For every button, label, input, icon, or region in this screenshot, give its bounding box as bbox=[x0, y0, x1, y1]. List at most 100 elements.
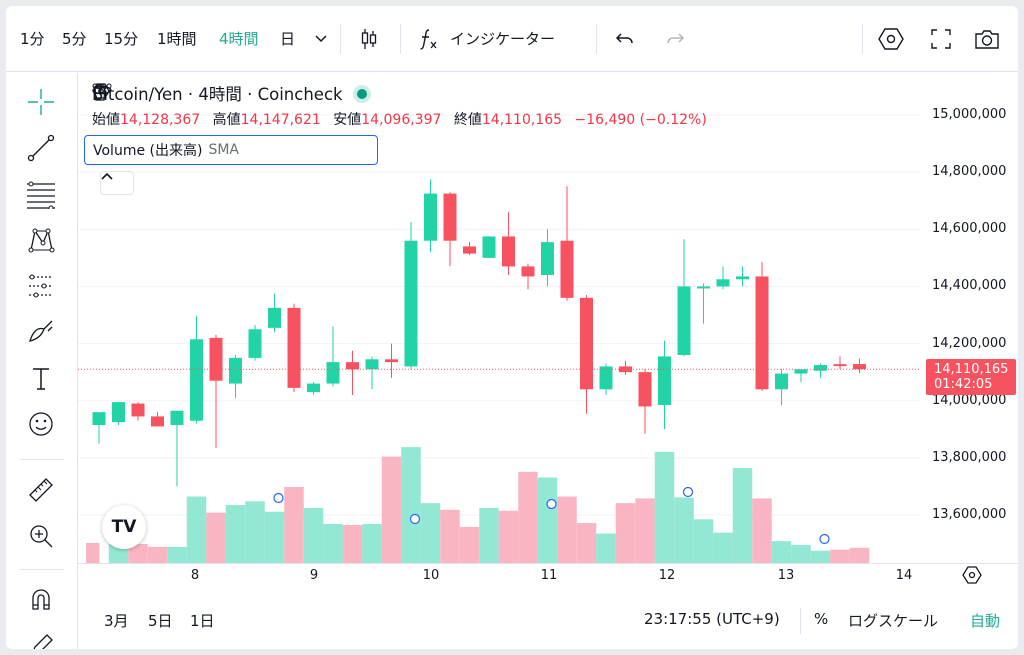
volume-ma-label: SMA bbox=[208, 142, 239, 158]
candle-body bbox=[658, 356, 671, 405]
percent-scale-button[interactable]: % bbox=[814, 610, 829, 628]
volume-bar bbox=[693, 519, 714, 563]
time-zone-clock[interactable]: 23:17:55 (UTC+9) bbox=[644, 610, 780, 628]
chart-legend: Bitcoin/Yen · 4時間 · Coincheck 始値14,128,3… bbox=[84, 83, 715, 165]
candle-body bbox=[229, 357, 242, 384]
volume-bar bbox=[791, 544, 811, 563]
candle-body bbox=[151, 416, 164, 427]
symbol-title[interactable]: Bitcoin/Yen · 4時間 · Coincheck bbox=[92, 83, 715, 107]
log-scale-button[interactable]: ログスケール bbox=[848, 612, 939, 630]
price-tick-label: 14,600,000 bbox=[932, 221, 1007, 237]
magnet-icon[interactable] bbox=[24, 583, 58, 617]
time-tick-label: 11 bbox=[540, 568, 558, 583]
pattern-icon[interactable] bbox=[24, 223, 58, 257]
high-value: 14,147,621 bbox=[240, 112, 321, 128]
candle-body bbox=[833, 364, 847, 367]
settings-hexagon-icon[interactable] bbox=[876, 24, 906, 54]
interval-4h[interactable]: 4時間 bbox=[219, 30, 259, 48]
camera-icon[interactable] bbox=[972, 24, 1002, 54]
text-icon[interactable] bbox=[24, 361, 58, 395]
volume-bar bbox=[342, 525, 363, 563]
candle-body bbox=[463, 246, 476, 254]
volume-bar bbox=[518, 471, 538, 563]
price-tick-label: 14,400,000 bbox=[932, 278, 1007, 294]
time-tick-label: 9 bbox=[309, 568, 319, 583]
price-tick-label: 13,800,000 bbox=[932, 449, 1007, 465]
volume-bar bbox=[752, 498, 772, 563]
volume-bar bbox=[654, 451, 675, 563]
interval-1d[interactable]: 日 bbox=[280, 30, 296, 48]
time-tick-label: 10 bbox=[422, 568, 440, 583]
indicators-button[interactable]: インジケーター bbox=[450, 30, 556, 48]
candle-body bbox=[775, 373, 788, 390]
volume-bar bbox=[264, 511, 285, 563]
candle-body bbox=[385, 359, 398, 363]
candle-body bbox=[190, 339, 203, 421]
volume-bar bbox=[479, 507, 499, 563]
redo-icon[interactable] bbox=[660, 24, 690, 54]
candle-body bbox=[716, 279, 730, 287]
volume-indicator-legend[interactable]: Volume (出来高) SMA bbox=[84, 83, 378, 165]
tradingview-logo[interactable]: TV bbox=[102, 505, 146, 549]
price-tick-label: 14,200,000 bbox=[932, 335, 1007, 351]
open-value: 14,128,367 bbox=[120, 112, 201, 128]
undo-icon[interactable] bbox=[610, 24, 640, 54]
trash-icon[interactable] bbox=[93, 84, 339, 162]
time-axis[interactable]: 8 9 10 11 12 13 14 bbox=[78, 563, 1018, 589]
low-value: 14,096,397 bbox=[361, 112, 442, 128]
volume-bar bbox=[147, 546, 168, 563]
volume-bar bbox=[576, 523, 597, 563]
axis-settings-icon[interactable] bbox=[962, 566, 982, 588]
range-5d[interactable]: 5日 bbox=[148, 612, 173, 630]
fullscreen-icon[interactable] bbox=[926, 24, 956, 54]
ruler-icon[interactable] bbox=[24, 473, 58, 507]
interval-1m[interactable]: 1分 bbox=[20, 30, 45, 48]
candle-body bbox=[697, 286, 710, 289]
emoji-icon[interactable] bbox=[24, 407, 58, 441]
crosshair-icon[interactable] bbox=[24, 85, 58, 119]
candle-body bbox=[424, 193, 437, 241]
collapse-legend-button[interactable] bbox=[100, 171, 134, 195]
candle-body bbox=[794, 369, 808, 374]
zoom-in-icon[interactable] bbox=[24, 519, 58, 553]
volume-bar bbox=[615, 503, 636, 563]
chart-pane[interactable]: Bitcoin/Yen · 4時間 · Coincheck 始値14,128,3… bbox=[78, 73, 1018, 573]
candle-body bbox=[248, 329, 262, 358]
settings-icon[interactable] bbox=[92, 83, 309, 162]
eye-icon[interactable] bbox=[92, 85, 279, 162]
fib-lines-icon[interactable] bbox=[24, 177, 58, 211]
volume-bar bbox=[167, 546, 187, 563]
candle-body bbox=[404, 240, 418, 367]
time-tick-label: 8 bbox=[190, 568, 200, 583]
price-scale[interactable]: 13,600,000 13,800,000 14,000,000 14,200,000… bbox=[920, 73, 1018, 573]
price-chart[interactable] bbox=[78, 73, 1018, 573]
candle-body bbox=[521, 266, 535, 277]
chevron-down-icon[interactable] bbox=[306, 24, 336, 54]
trend-line-icon[interactable] bbox=[24, 131, 58, 165]
volume-bar bbox=[225, 505, 246, 563]
candle-body bbox=[677, 286, 691, 355]
volume-bar bbox=[381, 456, 402, 563]
candle-body bbox=[287, 307, 301, 388]
function-icon[interactable] bbox=[414, 24, 444, 54]
volume-bar bbox=[206, 512, 226, 563]
brush-icon[interactable] bbox=[24, 315, 58, 349]
candle-body bbox=[170, 410, 184, 425]
interval-15m[interactable]: 15分 bbox=[104, 30, 139, 48]
pencil-lock-icon[interactable] bbox=[24, 629, 58, 649]
interval-1h[interactable]: 1時間 bbox=[157, 30, 197, 48]
range-1d[interactable]: 1日 bbox=[190, 612, 215, 630]
candle-body bbox=[736, 276, 749, 280]
forecast-icon[interactable] bbox=[24, 269, 58, 303]
more-icon[interactable] bbox=[92, 83, 369, 162]
bottom-toolbar: 3月 5日 1日 23:17:55 (UTC+9) % ログスケール 自動 bbox=[78, 602, 1018, 638]
auto-scale-button[interactable]: 自動 bbox=[970, 612, 1001, 630]
interval-5m[interactable]: 5分 bbox=[62, 30, 87, 48]
candle-style-icon[interactable] bbox=[354, 24, 384, 54]
candle-body bbox=[92, 412, 106, 425]
drawing-toolbar bbox=[6, 73, 78, 649]
range-3m[interactable]: 3月 bbox=[104, 612, 129, 630]
candle-body bbox=[482, 236, 496, 258]
volume-bar bbox=[849, 547, 870, 563]
volume-bar bbox=[771, 541, 792, 563]
